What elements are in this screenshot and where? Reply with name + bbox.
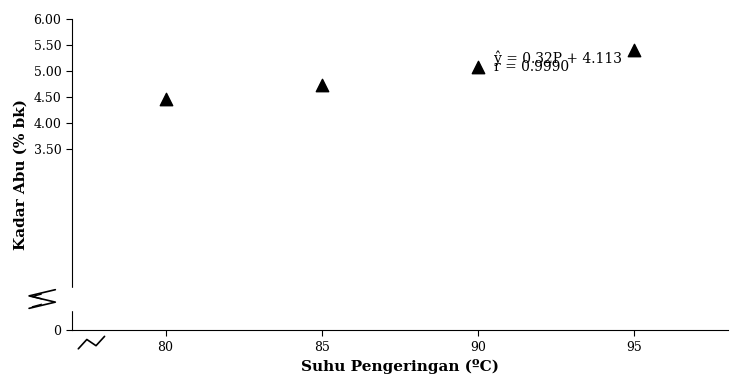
Bar <box>75 332 108 355</box>
Point <box>628 47 640 53</box>
Bar <box>42 288 82 310</box>
Point <box>160 96 171 102</box>
Point <box>472 64 484 70</box>
Text: ŷ = 0.32P + 4.113: ŷ = 0.32P + 4.113 <box>493 50 622 66</box>
X-axis label: Suhu Pengeringan (ºC): Suhu Pengeringan (ºC) <box>301 359 499 374</box>
Text: r = 0.9990: r = 0.9990 <box>493 60 569 74</box>
Point <box>316 81 328 88</box>
Y-axis label: Kadar Abu (% bk): Kadar Abu (% bk) <box>14 99 28 250</box>
